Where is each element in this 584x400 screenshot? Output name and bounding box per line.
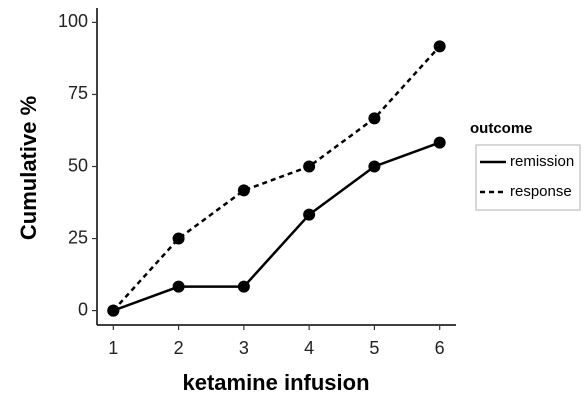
data-point — [368, 112, 381, 125]
series-line — [112, 141, 441, 312]
y-tick-label: 50 — [68, 155, 88, 175]
data-point — [303, 208, 316, 221]
data-point — [433, 40, 446, 53]
x-axis-title: ketamine infusion — [182, 370, 369, 395]
y-tick-label: 100 — [58, 11, 88, 31]
legend-box — [475, 144, 581, 211]
x-tick-label: 5 — [369, 338, 379, 358]
y-tick-label: 25 — [68, 227, 88, 247]
y-tick-label: 75 — [68, 83, 88, 103]
data-point — [368, 160, 381, 173]
y-tick-label: 0 — [78, 299, 88, 319]
data-point — [172, 232, 185, 245]
x-tick-label: 1 — [108, 338, 118, 358]
data-point — [172, 280, 185, 293]
data-point — [303, 160, 316, 173]
x-tick-label: 6 — [435, 338, 445, 358]
legend-title: outcome — [470, 120, 533, 137]
x-tick-label: 3 — [239, 338, 249, 358]
data-point — [107, 304, 120, 317]
data-point — [433, 136, 446, 149]
y-axis-title: Cumulative % — [16, 96, 41, 240]
x-tick-label: 2 — [174, 338, 184, 358]
series-line — [112, 45, 441, 312]
legend-label: response — [510, 183, 572, 200]
data-point — [237, 184, 250, 197]
x-tick-label: 4 — [304, 338, 314, 358]
legend-label: remission — [510, 153, 574, 170]
data-point — [237, 280, 250, 293]
